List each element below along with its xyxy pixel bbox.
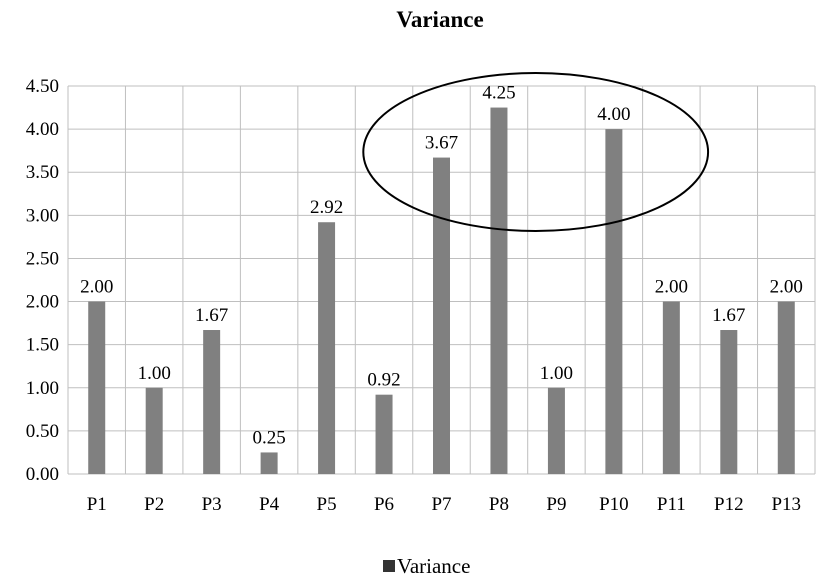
legend: Variance xyxy=(383,554,470,578)
bar xyxy=(605,129,623,474)
x-tick-label: P6 xyxy=(374,494,394,515)
x-tick-label: P3 xyxy=(202,494,222,515)
gridlines xyxy=(67,85,816,475)
data-label: 4.25 xyxy=(482,83,515,104)
bar xyxy=(547,387,565,474)
bar xyxy=(662,301,680,474)
bar xyxy=(490,107,508,475)
bar xyxy=(720,330,738,474)
data-label: 1.00 xyxy=(138,363,171,384)
y-tick-label: 1.50 xyxy=(26,335,59,356)
x-tick-label: P13 xyxy=(771,494,801,515)
x-tick-label: P8 xyxy=(489,494,509,515)
y-tick-label: 4.00 xyxy=(26,119,59,140)
y-tick-label: 4.50 xyxy=(26,76,59,97)
y-tick-label: 3.00 xyxy=(26,205,59,226)
bar xyxy=(318,222,336,474)
x-tick-label: P11 xyxy=(657,494,686,515)
y-tick-label: 2.50 xyxy=(26,248,59,269)
x-tick-label: P12 xyxy=(714,494,744,515)
x-tick-label: P9 xyxy=(546,494,566,515)
x-tick-label: P1 xyxy=(87,494,107,515)
legend-label: Variance xyxy=(397,554,470,578)
bar xyxy=(203,330,221,474)
x-tick-label: P7 xyxy=(431,494,451,515)
data-label: 0.92 xyxy=(367,370,400,391)
bar xyxy=(145,387,163,474)
y-tick-label: 3.50 xyxy=(26,162,59,183)
data-label: 2.00 xyxy=(770,277,803,298)
data-label: 1.00 xyxy=(540,363,573,384)
data-label: 1.67 xyxy=(195,305,228,326)
bar xyxy=(433,157,450,474)
data-label: 3.67 xyxy=(425,133,458,154)
data-label: 2.92 xyxy=(310,197,343,218)
y-tick-label: 0.00 xyxy=(26,464,59,485)
highlight-ellipse xyxy=(362,72,710,232)
data-labels: 2.00 1.00 1.67 0.25 2.92 0.92 3.67 4.25 1.00 4.00… xyxy=(80,83,803,449)
x-tick-label: P2 xyxy=(144,494,164,515)
y-tick-label: 0.50 xyxy=(26,421,59,442)
bar xyxy=(88,301,106,474)
data-label: 2.00 xyxy=(80,277,113,298)
x-tick-label: P4 xyxy=(259,494,280,515)
bars xyxy=(88,107,795,475)
bar xyxy=(375,394,393,474)
bar xyxy=(777,301,795,474)
legend-swatch xyxy=(383,560,395,572)
bar xyxy=(260,452,278,474)
data-label: 1.67 xyxy=(712,305,745,326)
x-tick-label: P5 xyxy=(317,494,337,515)
data-label: 4.00 xyxy=(597,104,630,125)
y-tick-label: 1.00 xyxy=(26,378,59,399)
data-label: 0.25 xyxy=(252,427,285,448)
x-tick-label: P10 xyxy=(599,494,629,515)
data-label: 2.00 xyxy=(655,277,688,298)
y-axis: 0.00 0.50 1.00 1.50 2.00 2.50 3.00 3.50 4.00 4.50 xyxy=(26,76,59,485)
x-axis: P1 P2 P3 P4 P5 P6 P7 P8 P9 P10 P11 P12 P13 xyxy=(87,494,801,515)
y-tick-label: 2.00 xyxy=(26,292,59,313)
chart-title: Variance xyxy=(396,7,483,32)
